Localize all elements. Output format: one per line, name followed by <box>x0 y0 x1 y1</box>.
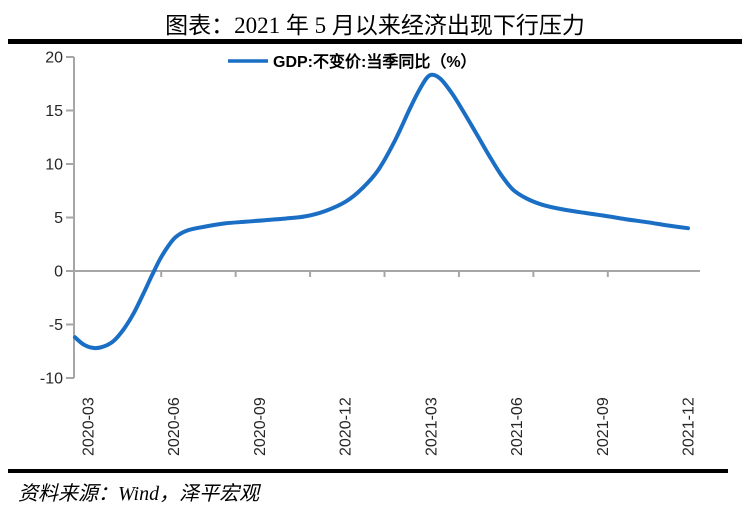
y-axis-tick-label: 10 <box>45 157 63 174</box>
data-source-note: 资料来源：Wind，泽平宏观 <box>18 483 260 505</box>
y-axis-tick-label: 20 <box>45 50 63 67</box>
x-axis-label: 2020-09 <box>252 397 269 456</box>
x-axis-label: 2021-06 <box>509 397 526 456</box>
y-axis-tick-label: 5 <box>54 210 63 227</box>
chart-title: 图表：2021 年 5 月以来经济出现下行压力 <box>165 13 585 38</box>
x-axis-label: 2020-03 <box>81 397 98 456</box>
y-axis-tick-label: -10 <box>40 371 63 388</box>
y-axis-tick-label: 0 <box>54 264 63 281</box>
x-axis-label: 2021-09 <box>595 397 612 456</box>
chart-area: GDP:不变价:当季同比（%） 20 15 10 5 0 -5 -10 2020-03 2020-… <box>0 45 750 465</box>
top-divider-rule <box>8 39 742 44</box>
gdp-line-chart: GDP:不变价:当季同比（%） 20 15 10 5 0 -5 -10 2020-03 2020-… <box>40 50 700 456</box>
x-axis-label: 2020-06 <box>166 397 183 456</box>
gdp-series-line <box>73 72 690 351</box>
x-axis-label: 2021-03 <box>423 397 440 456</box>
x-axis-label: 2021-12 <box>681 397 698 456</box>
y-axis-tick-label: -5 <box>49 317 63 334</box>
legend-label: GDP:不变价:当季同比（%） <box>273 52 477 71</box>
bottom-divider-rule <box>8 469 728 473</box>
x-axis-label: 2020-12 <box>338 397 355 456</box>
y-axis-tick-label: 15 <box>45 103 63 120</box>
